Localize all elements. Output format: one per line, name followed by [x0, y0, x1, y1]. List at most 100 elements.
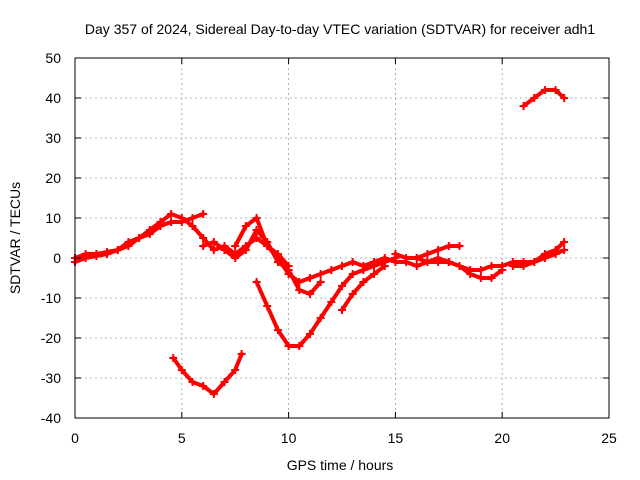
data-point	[241, 222, 250, 230]
data-point	[444, 258, 453, 266]
x-tick-label: 20	[494, 430, 510, 446]
data-point	[295, 286, 304, 294]
data-point	[519, 102, 528, 110]
data-point	[220, 246, 229, 254]
data-point	[252, 278, 261, 286]
data-point	[551, 246, 560, 254]
data-point	[199, 234, 208, 242]
data-point	[92, 250, 101, 258]
data-point	[241, 246, 250, 254]
data-point	[412, 262, 421, 270]
x-tick-label: 10	[281, 430, 297, 446]
data-point	[124, 242, 133, 250]
x-axis-label: GPS time / hours	[287, 457, 394, 473]
data-point	[466, 270, 475, 278]
data-point	[348, 258, 357, 266]
y-tick-label: -20	[41, 330, 61, 346]
data-point	[167, 218, 176, 226]
data-point	[487, 262, 496, 270]
data-point	[423, 258, 432, 266]
x-tick-label: 0	[71, 430, 79, 446]
data-point	[476, 266, 485, 274]
data-point	[338, 306, 346, 314]
data-point	[305, 330, 314, 338]
data-point	[273, 258, 282, 266]
data-point	[199, 242, 208, 250]
x-axis-ticks: 0 5 10 15 20 25	[71, 58, 617, 446]
data-point	[359, 278, 368, 286]
y-tick-label: 50	[45, 50, 61, 66]
x-tick-label: 5	[178, 430, 186, 446]
data-point	[476, 274, 485, 282]
data-point	[231, 254, 240, 262]
data-point	[540, 86, 549, 94]
chart-title: Day 357 of 2024, Sidereal Day-to-day VTE…	[85, 21, 595, 37]
data-point	[81, 250, 90, 258]
data-point	[551, 86, 560, 94]
y-axis-label: SDTVAR / TECUs	[7, 182, 23, 294]
data-point	[199, 210, 208, 218]
data-point	[209, 390, 218, 398]
series-track-j	[521, 88, 567, 108]
data-point	[305, 274, 314, 282]
data-point	[391, 250, 400, 258]
data-point	[316, 270, 325, 278]
data-point	[220, 378, 229, 386]
series-track-i	[171, 352, 244, 396]
data-point	[263, 242, 272, 250]
data-point	[359, 266, 368, 274]
data-point	[237, 350, 246, 358]
data-point	[284, 262, 293, 270]
series-track-a	[73, 212, 567, 284]
data-point	[530, 94, 539, 102]
x-tick-label: 15	[388, 430, 404, 446]
y-tick-label: 10	[45, 210, 61, 226]
data-point	[188, 222, 197, 230]
data-point	[231, 366, 240, 374]
data-point	[169, 354, 178, 362]
x-tick-label: 25	[601, 430, 617, 446]
data-point	[177, 218, 186, 226]
series-track-d	[233, 216, 291, 268]
data-point	[423, 250, 432, 258]
data-point	[284, 342, 293, 350]
data-point	[305, 290, 314, 298]
data-point	[177, 366, 186, 374]
y-tick-label: 20	[45, 170, 61, 186]
data-point	[188, 378, 197, 386]
y-tick-label: 0	[53, 250, 61, 266]
data-point	[434, 258, 443, 266]
data-point	[560, 94, 569, 102]
data-point	[348, 270, 357, 278]
data-point	[540, 250, 549, 258]
data-point	[145, 230, 154, 238]
data-point	[263, 302, 272, 310]
data-point	[338, 262, 346, 270]
data-point	[380, 262, 389, 270]
data-point	[487, 274, 496, 282]
data-point	[113, 246, 122, 254]
y-axis-ticks: -40 -30 -20 -10 0 10 20 30 40 50	[41, 50, 609, 426]
data-point	[209, 246, 218, 254]
data-point	[167, 210, 176, 218]
data-point	[402, 254, 411, 262]
data-point	[560, 246, 569, 254]
y-tick-label: -30	[41, 370, 61, 386]
data-point	[209, 238, 218, 246]
data-point	[530, 258, 539, 266]
data-point	[560, 238, 569, 246]
data-point	[327, 298, 336, 306]
y-tick-label: 40	[45, 90, 61, 106]
data-point	[455, 262, 464, 270]
data-point	[273, 250, 282, 258]
data-point	[412, 254, 421, 262]
data-point	[316, 314, 325, 322]
data-point	[370, 270, 379, 278]
data-point	[273, 326, 282, 334]
data-point	[231, 242, 240, 250]
grid	[75, 58, 609, 418]
y-tick-label: -40	[41, 410, 61, 426]
data-point	[444, 242, 453, 250]
data-point	[434, 246, 443, 254]
